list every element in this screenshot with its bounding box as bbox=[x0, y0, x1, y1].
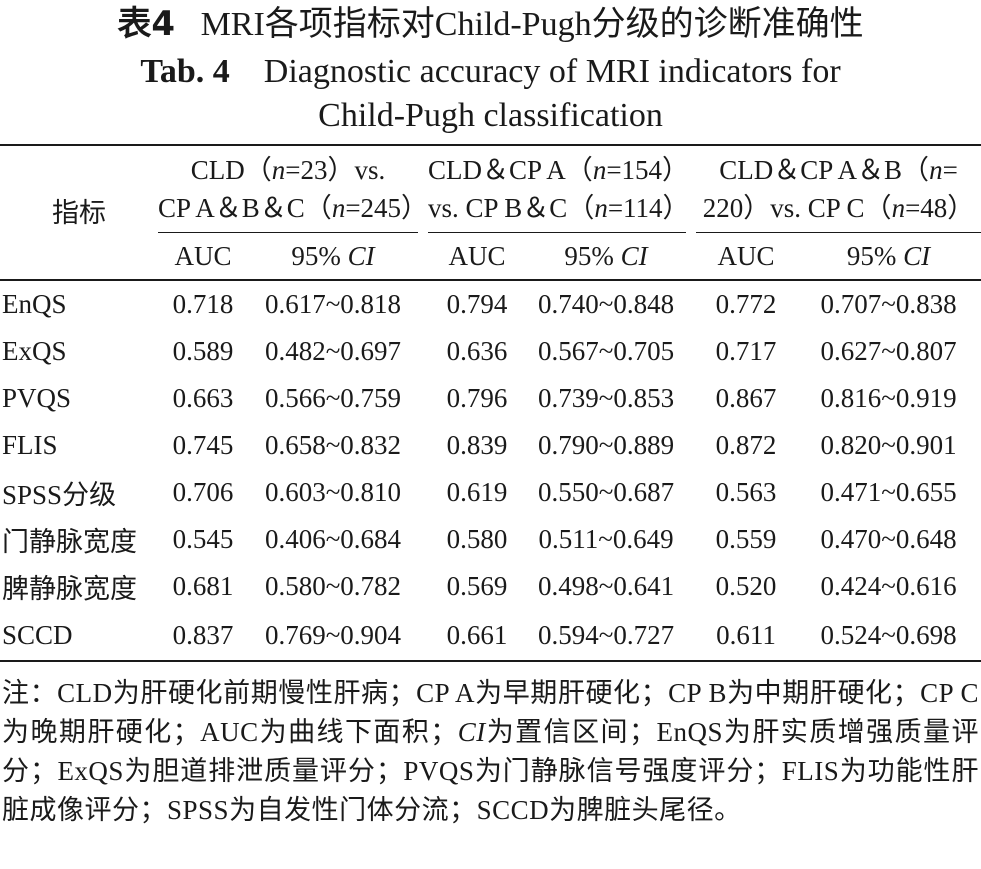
indicator-name: 脾静脉宽度 bbox=[2, 574, 137, 604]
group-1-line1: CLD（n=23）vs. bbox=[190, 155, 386, 185]
group-header-2: CLD＆CP A（n=154） vs. CP B＆C（n=114） bbox=[428, 145, 690, 233]
indicator-header: 指标 bbox=[52, 197, 106, 228]
auc-value: 0.545 bbox=[172, 524, 234, 554]
group-3-line1: CLD＆CP A＆B（n= bbox=[719, 155, 958, 185]
auc-value: 0.718 bbox=[172, 289, 234, 319]
auc-value: 0.796 bbox=[446, 383, 508, 413]
auc-value: 0.872 bbox=[715, 430, 777, 460]
auc-value: 0.520 bbox=[715, 571, 777, 601]
auc-value: 0.772 bbox=[715, 289, 777, 319]
auc-value: 0.681 bbox=[172, 571, 234, 601]
ci-value: 0.482~0.697 bbox=[264, 336, 402, 366]
auc-value: 0.563 bbox=[715, 477, 777, 507]
indicator-name: EnQS bbox=[2, 289, 67, 319]
ci-header: 95% CI bbox=[564, 240, 648, 271]
auc-header: AUC bbox=[174, 240, 232, 271]
indicator-name: PVQS bbox=[2, 383, 72, 413]
auc-value: 0.717 bbox=[715, 336, 777, 366]
ci-value: 0.567~0.705 bbox=[537, 336, 675, 366]
ci-value: 0.566~0.759 bbox=[264, 383, 402, 413]
ci-value: 0.524~0.698 bbox=[820, 619, 957, 650]
auc-value: 0.661 bbox=[446, 619, 508, 650]
auc-value: 0.867 bbox=[715, 383, 777, 413]
ci-value: 0.580~0.782 bbox=[264, 571, 402, 601]
ci-value: 0.739~0.853 bbox=[537, 383, 675, 413]
auc-value: 0.589 bbox=[172, 336, 234, 366]
auc-header: AUC bbox=[717, 240, 775, 271]
auc-value: 0.839 bbox=[446, 430, 508, 460]
auc-value: 0.837 bbox=[172, 619, 234, 650]
ci-value: 0.470~0.648 bbox=[820, 524, 957, 554]
table-row: ExQS 0.589 0.482~0.697 0.636 0.567~0.705 0.71… bbox=[0, 328, 981, 375]
indicator-name: FLIS bbox=[2, 430, 58, 460]
accuracy-table: 指标 CLD（n=23）vs. CP A＆B＆C（n=245） CLD＆CP A… bbox=[0, 144, 981, 662]
auc-value: 0.559 bbox=[715, 524, 777, 554]
indicator-name: 门静脉宽度 bbox=[2, 527, 137, 557]
table-title-en-line1: Diagnostic accuracy of MRI indicators fo… bbox=[263, 53, 841, 90]
group-header-1: CLD（n=23）vs. CP A＆B＆C（n=245） bbox=[158, 145, 429, 233]
ci-value: 0.424~0.616 bbox=[820, 571, 957, 601]
auc-value: 0.611 bbox=[716, 619, 776, 650]
indicator-name: ExQS bbox=[2, 336, 67, 366]
auc-value: 0.636 bbox=[446, 336, 508, 366]
auc-value: 0.745 bbox=[172, 430, 234, 460]
ci-value: 0.740~0.848 bbox=[537, 289, 675, 319]
auc-value: 0.663 bbox=[172, 383, 234, 413]
group-header-3: CLD＆CP A＆B（n= 220）vs. CP C（n=48） bbox=[696, 145, 981, 233]
ci-value: 0.594~0.727 bbox=[537, 619, 675, 650]
table-row: 脾静脉宽度 0.681 0.580~0.782 0.569 0.498~0.641 0.5… bbox=[0, 563, 981, 610]
table-title-en: Tab. 4 Diagnostic accuracy of MRI indica… bbox=[0, 50, 981, 138]
ci-value: 0.603~0.810 bbox=[264, 477, 402, 507]
auc-value: 0.569 bbox=[446, 571, 508, 601]
ci-value: 0.550~0.687 bbox=[537, 477, 675, 507]
table-row: FLIS 0.745 0.658~0.832 0.839 0.790~0.889 0.87… bbox=[0, 422, 981, 469]
table-row: EnQS 0.718 0.617~0.818 0.794 0.740~0.848 0.77… bbox=[0, 280, 981, 328]
group-2-line1: CLD＆CP A（n=154） bbox=[428, 155, 690, 185]
auc-value: 0.619 bbox=[446, 477, 508, 507]
ci-value: 0.820~0.901 bbox=[820, 430, 957, 460]
indicator-name: SPSS分级 bbox=[2, 480, 117, 510]
ci-header: 95% CI bbox=[291, 240, 375, 271]
ci-value: 0.790~0.889 bbox=[537, 430, 675, 460]
auc-header: AUC bbox=[448, 240, 506, 271]
ci-value: 0.617~0.818 bbox=[264, 289, 402, 319]
table-footnote: 注：CLD为肝硬化前期慢性肝病；CP A为早期肝硬化；CP B为中期肝硬化；CP… bbox=[2, 678, 979, 825]
ci-value: 0.406~0.684 bbox=[264, 524, 402, 554]
ci-value: 0.511~0.649 bbox=[538, 524, 674, 554]
ci-value: 0.769~0.904 bbox=[264, 619, 402, 650]
ci-value: 0.498~0.641 bbox=[537, 571, 675, 601]
table-row: 门静脉宽度 0.545 0.406~0.684 0.580 0.511~0.649 0.5… bbox=[0, 516, 981, 563]
table-title-cn-text: MRI各项指标对Child-Pugh分级的诊断准确性 bbox=[200, 6, 864, 43]
table-row: PVQS 0.663 0.566~0.759 0.796 0.739~0.853 0.86… bbox=[0, 375, 981, 422]
group-3-line2: 220）vs. CP C（n=48） bbox=[702, 193, 975, 223]
table-number-cn: 表4 bbox=[117, 4, 176, 44]
table-row: SPSS分级 0.706 0.603~0.810 0.619 0.550~0.687 0.… bbox=[0, 469, 981, 516]
auc-value: 0.706 bbox=[172, 477, 234, 507]
ci-value: 0.658~0.832 bbox=[264, 430, 402, 460]
ci-header: 95% CI bbox=[846, 240, 931, 271]
group-2-line2: vs. CP B＆C（n=114） bbox=[428, 193, 690, 223]
table-number-en: Tab. 4 bbox=[140, 53, 230, 90]
group-1-line2: CP A＆B＆C（n=245） bbox=[158, 193, 429, 223]
ci-value: 0.627~0.807 bbox=[820, 336, 957, 366]
indicator-name: SCCD bbox=[2, 619, 73, 650]
table-title-en-line2: Child-Pugh classification bbox=[318, 97, 663, 134]
table-title-cn: 表4 MRI各项指标对Child-Pugh分级的诊断准确性 bbox=[0, 4, 981, 45]
table-row: SCCD 0.837 0.769~0.904 0.661 0.594~0.727 0.61… bbox=[0, 610, 981, 661]
auc-value: 0.794 bbox=[446, 289, 508, 319]
auc-value: 0.580 bbox=[446, 524, 508, 554]
ci-value: 0.471~0.655 bbox=[820, 477, 957, 507]
ci-value: 0.707~0.838 bbox=[820, 289, 957, 319]
ci-value: 0.816~0.919 bbox=[820, 383, 957, 413]
